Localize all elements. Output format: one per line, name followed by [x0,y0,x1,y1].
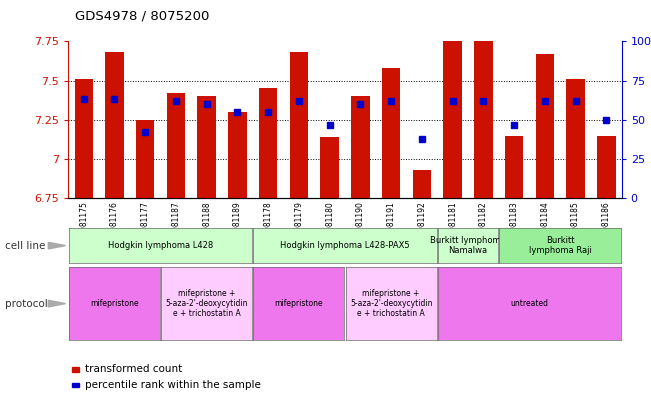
Text: mifepristone: mifepristone [90,299,139,308]
Bar [597,136,616,198]
Bar [443,26,462,198]
Bar [290,52,308,198]
Bar [74,79,93,198]
Bar [229,112,247,198]
Bar [105,52,124,198]
Text: mifepristone +
5-aza-2'-deoxycytidin
e + trichostatin A: mifepristone + 5-aza-2'-deoxycytidin e +… [350,289,432,318]
Text: Hodgkin lymphoma L428: Hodgkin lymphoma L428 [108,241,214,250]
Bar [566,79,585,198]
Bar [167,93,185,198]
Polygon shape [48,242,66,249]
Text: Hodgkin lymphoma L428-PAX5: Hodgkin lymphoma L428-PAX5 [280,241,410,250]
Text: percentile rank within the sample: percentile rank within the sample [85,380,260,390]
Bar [197,96,216,198]
Text: transformed count: transformed count [85,364,182,375]
Bar [351,96,370,198]
Bar [320,137,339,198]
Bar [259,88,277,198]
Text: untreated: untreated [510,299,549,308]
Text: protocol: protocol [5,299,48,309]
Bar [382,68,400,198]
Bar [536,54,554,198]
Bar [505,136,523,198]
Text: cell line: cell line [5,241,45,251]
Text: GDS4978 / 8075200: GDS4978 / 8075200 [75,10,209,23]
Text: Burkitt lymphoma
Namalwa: Burkitt lymphoma Namalwa [430,236,506,255]
Bar [136,120,154,198]
Text: Burkitt
lymphoma Raji: Burkitt lymphoma Raji [529,236,592,255]
Text: mifepristone +
5-aza-2'-deoxycytidin
e + trichostatin A: mifepristone + 5-aza-2'-deoxycytidin e +… [165,289,248,318]
Bar [413,170,431,198]
Text: mifepristone: mifepristone [275,299,324,308]
Bar [474,33,493,198]
Polygon shape [48,300,66,307]
